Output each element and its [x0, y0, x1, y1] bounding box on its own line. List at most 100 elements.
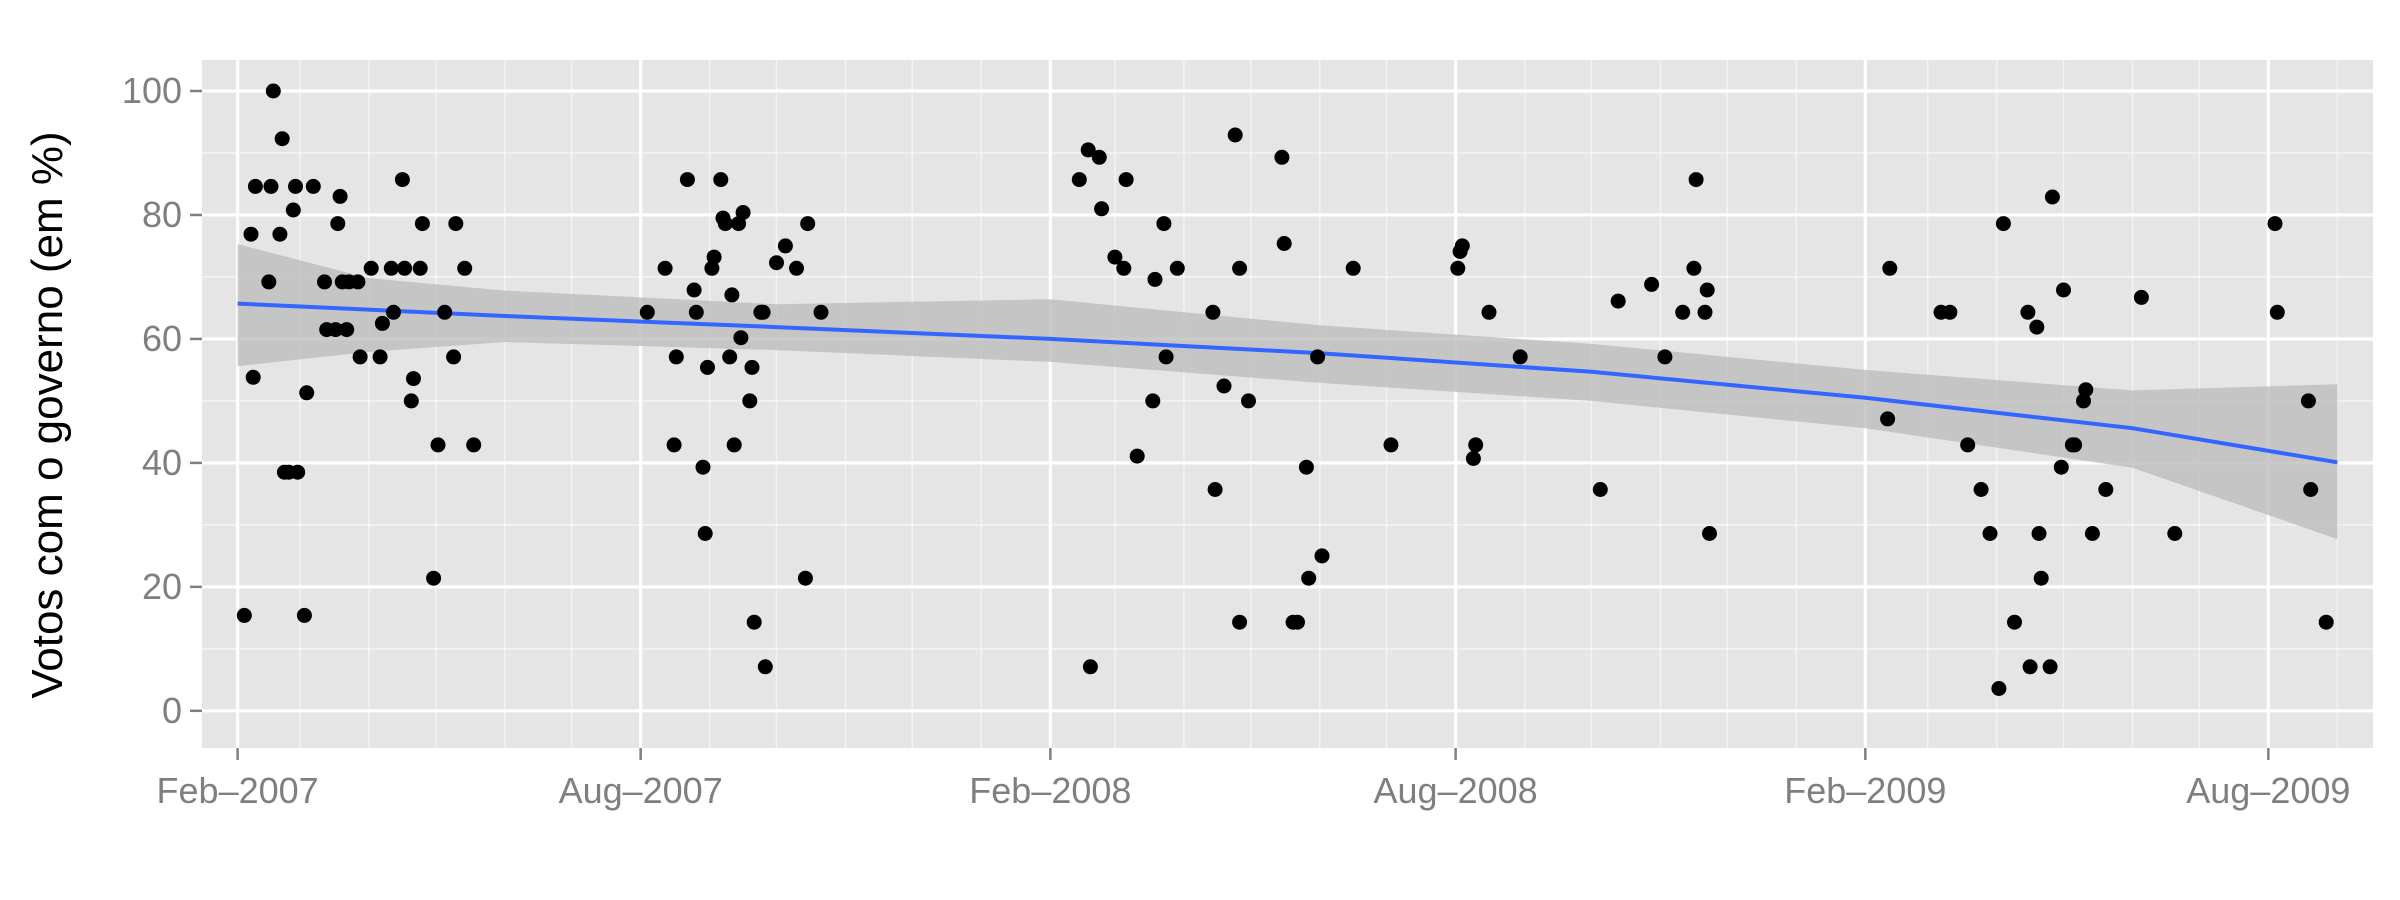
data-point [1147, 271, 1163, 287]
data-point [1080, 142, 1096, 158]
data-point [285, 202, 301, 218]
data-point [350, 274, 366, 290]
data-point [657, 260, 673, 276]
data-point [372, 349, 388, 365]
data-point [265, 83, 281, 99]
x-tick-label: Feb–2009 [1784, 770, 1946, 811]
data-point [2007, 614, 2022, 630]
data-point [746, 614, 762, 630]
data-point [2167, 526, 2183, 541]
data-point [1156, 216, 1172, 232]
x-tick-label: Feb–2007 [157, 770, 319, 811]
data-point [1116, 260, 1132, 276]
data-point [466, 437, 482, 453]
data-point [305, 178, 321, 194]
data-point [330, 216, 346, 232]
data-point [1241, 393, 1256, 409]
data-point [800, 216, 816, 232]
data-point [726, 437, 742, 453]
data-point [722, 349, 738, 365]
y-tick-label: 20 [142, 566, 182, 607]
major-gridlines [202, 60, 2373, 748]
data-point [403, 393, 419, 409]
data-point [2269, 304, 2285, 320]
data-point [1129, 448, 1145, 464]
y-axis: 0 20 40 60 80 100 [122, 70, 202, 731]
data-point [1274, 149, 1290, 165]
data-point [339, 322, 355, 338]
data-point [695, 459, 711, 475]
data-point [406, 371, 421, 387]
data-point [1091, 149, 1107, 165]
y-tick-label: 80 [142, 194, 182, 235]
data-point [1169, 260, 1185, 276]
data-point [263, 178, 279, 194]
data-point [1094, 201, 1110, 217]
data-point [374, 315, 390, 331]
data-point [1512, 349, 1528, 365]
data-point [1592, 482, 1608, 497]
data-point [777, 238, 793, 254]
data-point [2318, 614, 2334, 630]
data-point [299, 385, 315, 401]
data-point [2133, 289, 2149, 305]
data-point [713, 172, 729, 188]
data-point [1675, 304, 1691, 320]
data-point [363, 260, 379, 276]
data-point [1995, 216, 2011, 232]
data-point [1227, 127, 1243, 143]
data-point [668, 349, 684, 365]
data-point [352, 349, 368, 365]
data-point [1298, 459, 1314, 475]
data-point [1345, 260, 1361, 276]
data-point [274, 131, 290, 147]
data-point [1207, 482, 1223, 497]
data-point [1118, 172, 1134, 188]
data-point [797, 570, 813, 586]
data-point [2033, 570, 2049, 586]
data-point [1216, 378, 1232, 394]
x-tick-label: Aug–2008 [1374, 770, 1538, 811]
data-point [1082, 659, 1098, 675]
data-point [1880, 411, 1896, 427]
data-point [1383, 437, 1399, 453]
data-point [236, 607, 252, 623]
data-point [1942, 304, 1958, 320]
data-point [1145, 393, 1161, 409]
data-point [1991, 681, 2007, 696]
data-point [457, 260, 473, 276]
data-point [813, 304, 829, 320]
data-point [2098, 482, 2114, 497]
data-points [236, 83, 2334, 696]
data-point [1468, 437, 1484, 453]
data-point [1232, 614, 1248, 630]
data-point [2076, 393, 2091, 409]
y-tick-label: 100 [122, 70, 182, 111]
data-point [2267, 216, 2283, 232]
data-point [446, 349, 462, 365]
data-point [744, 359, 760, 375]
data-point [448, 216, 464, 232]
data-point [717, 216, 733, 232]
data-point [1644, 276, 1660, 292]
data-point [2042, 659, 2058, 675]
x-tick-label: Feb–2008 [969, 770, 1131, 811]
data-point [769, 255, 784, 271]
data-point [430, 437, 446, 453]
data-point [397, 260, 413, 276]
data-point [1290, 614, 1305, 630]
data-point [1697, 304, 1713, 320]
data-point [261, 274, 277, 290]
data-point [2029, 319, 2045, 335]
x-axis: Feb–2007 Aug–2007 Feb–2008 Aug–2008 Feb–2009… [157, 748, 2350, 811]
data-point [412, 260, 428, 276]
data-point [1465, 451, 1481, 466]
data-point [755, 304, 771, 320]
data-point [724, 287, 740, 303]
data-point [414, 216, 430, 232]
data-point [688, 304, 704, 320]
y-tick-label: 40 [142, 442, 182, 483]
data-point [288, 178, 303, 194]
data-point [1454, 238, 1470, 254]
data-point [290, 464, 306, 480]
